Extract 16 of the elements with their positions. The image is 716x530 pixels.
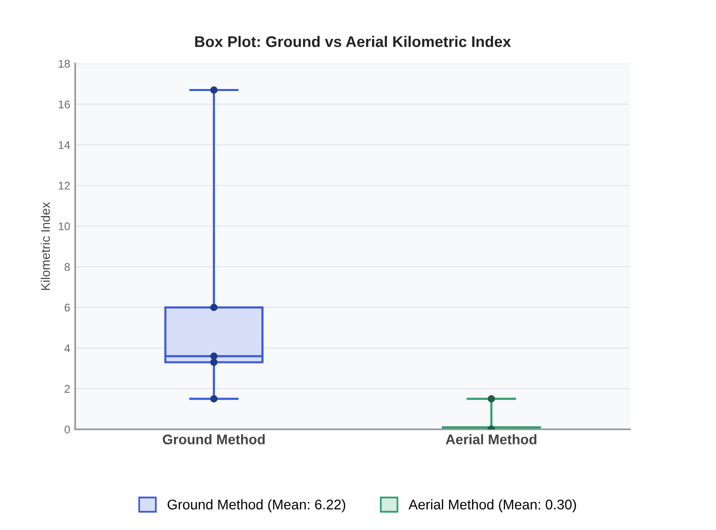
- y-tick-label: 0: [64, 426, 70, 434]
- chart-title: Box Plot: Ground vs Aerial Kilometric Index: [195, 36, 511, 48]
- y-tick-label: 14: [58, 141, 70, 149]
- y-tick-label: 8: [64, 263, 70, 271]
- y-tick-label: 10: [58, 222, 70, 230]
- x-tick-label: Aerial Method: [446, 434, 536, 444]
- x-tick-label: Ground Method: [162, 434, 265, 444]
- y-tick-label: 4: [64, 344, 70, 352]
- legend-label: Aerial Method (Mean: 0.30): [408, 499, 576, 512]
- y-tick-label: 2: [64, 384, 70, 393]
- legend-label: Ground Method (Mean: 6.22): [168, 499, 346, 512]
- y-tick-label: 16: [58, 100, 70, 108]
- y-tick-label: 6: [64, 304, 70, 312]
- y-axis-title: Kilometric Index: [40, 202, 50, 290]
- y-tick-label: 12: [58, 182, 70, 190]
- y-tick-label: 18: [58, 60, 70, 68]
